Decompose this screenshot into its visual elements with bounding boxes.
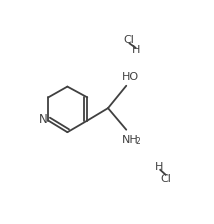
Text: Cl: Cl [123, 35, 134, 45]
Text: 2: 2 [135, 137, 140, 146]
Text: HO: HO [122, 72, 140, 82]
Text: H: H [155, 162, 164, 172]
Text: Cl: Cl [161, 174, 171, 184]
Text: NH: NH [122, 136, 139, 145]
Text: N: N [39, 113, 48, 126]
Text: H: H [132, 45, 140, 55]
